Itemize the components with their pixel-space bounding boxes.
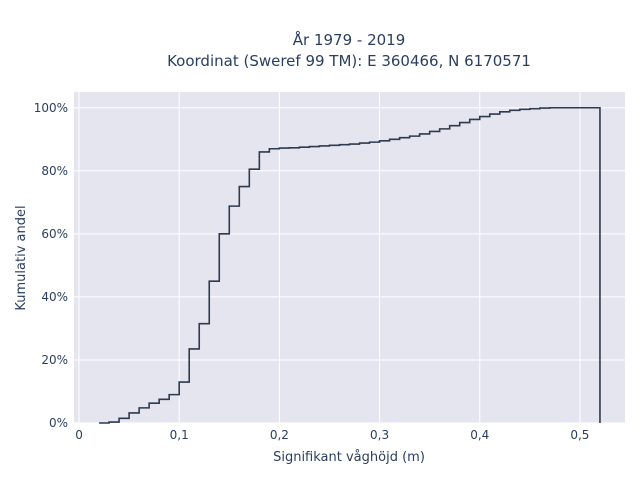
grid-lines xyxy=(74,92,625,424)
y-tick-label: 0% xyxy=(49,416,68,430)
plot-area xyxy=(74,92,625,423)
cumulative-step-line xyxy=(99,106,601,424)
x-tick-label: 0,2 xyxy=(270,428,289,442)
x-tick-label: 0,3 xyxy=(370,428,389,442)
x-tick-label: 0,1 xyxy=(170,428,189,442)
x-tick-label: 0,4 xyxy=(470,428,489,442)
series-layer xyxy=(99,106,601,424)
y-tick-label: 80% xyxy=(41,164,68,178)
x-axis-title: Signifikant våghöjd (m) xyxy=(273,450,425,465)
y-tick-label: 40% xyxy=(41,290,68,304)
y-tick-label: 100% xyxy=(34,101,68,115)
x-tick-label: 0,5 xyxy=(570,428,589,442)
y-tick-label: 20% xyxy=(41,353,68,367)
x-tick-label: 0 xyxy=(75,428,83,442)
y-axis-title: Kumulativ andel xyxy=(14,205,29,310)
y-tick-label: 60% xyxy=(41,227,68,241)
tick-labels: 0 0,1 0,2 0,3 0,4 0,5 0% 20% 40% 60% 80% 100% xyxy=(34,101,590,442)
chart-title-line-2: Koordinat (Sweref 99 TM): E 360466, N 61… xyxy=(167,52,531,70)
chart-title-line-1: År 1979 - 2019 xyxy=(293,30,406,49)
